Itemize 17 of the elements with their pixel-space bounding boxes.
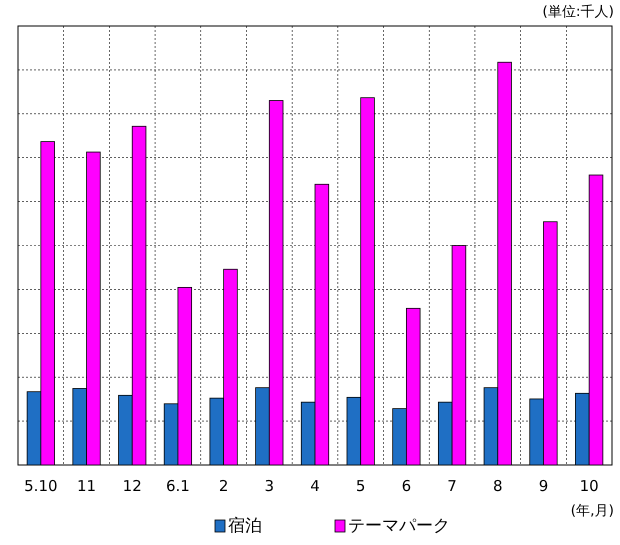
x-tick-label: 8 xyxy=(492,477,503,495)
x-tick-label: 10 xyxy=(580,477,599,495)
x-axis-title: (年,月) xyxy=(570,503,614,519)
text: (単位:千人) xyxy=(542,4,614,20)
legend-label: 宿泊 xyxy=(228,516,262,536)
x-tick-label: 12 xyxy=(122,477,142,495)
x-tick-label: 2 xyxy=(218,477,228,495)
x-tick-label: 3 xyxy=(264,477,274,495)
x-tick-label: 7 xyxy=(447,477,457,495)
x-tick-label: 6.1 xyxy=(166,477,190,495)
x-tick-label: 4 xyxy=(310,477,320,495)
x-tick-label: 11 xyxy=(76,477,96,495)
x-tick-label: 5.10 xyxy=(24,477,58,495)
x-tick-label: 9 xyxy=(538,477,548,495)
x-tick-label: 5 xyxy=(356,477,366,495)
x-tick-label: 6 xyxy=(402,477,412,495)
legend-label: テーマパーク xyxy=(348,516,450,536)
